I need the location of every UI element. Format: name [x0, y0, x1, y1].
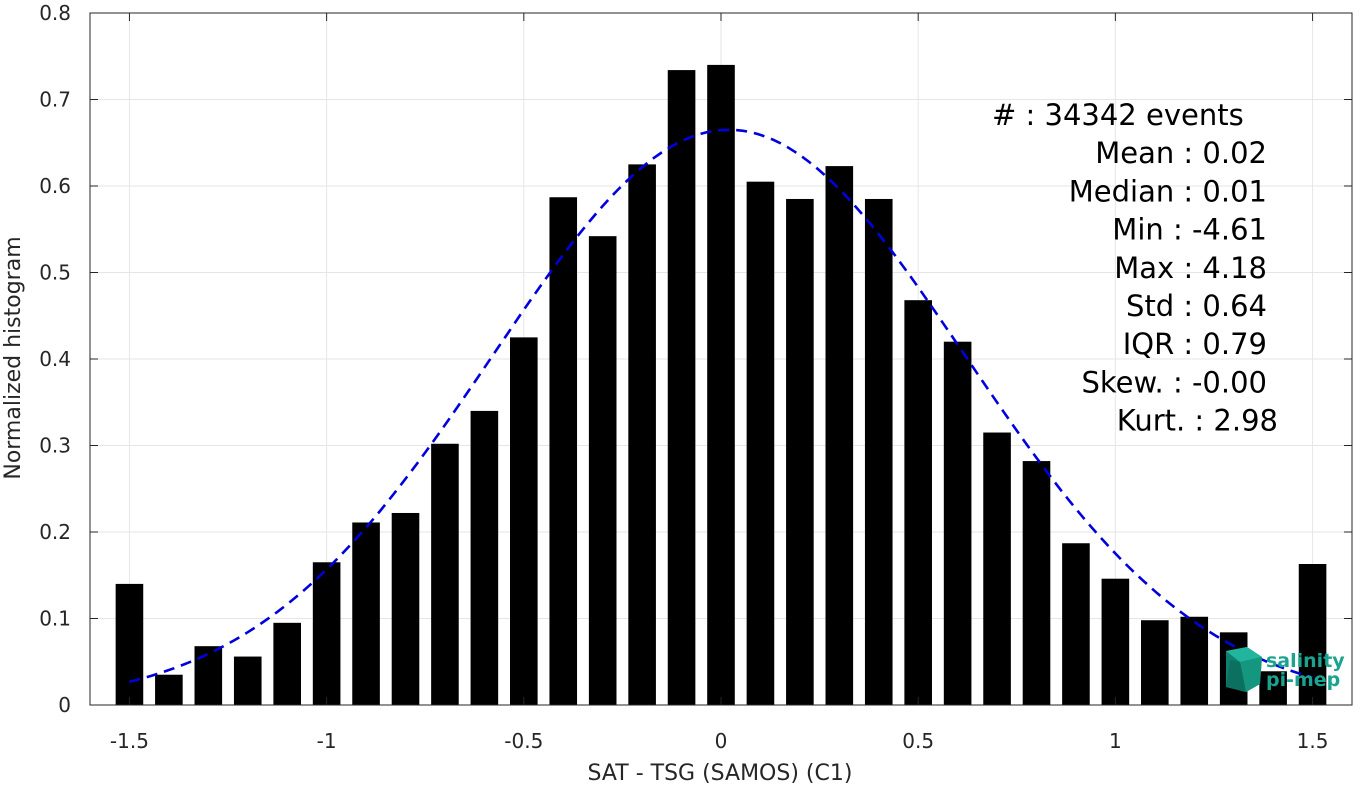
histogram-bar	[786, 198, 814, 705]
y-axis-label: Normalized histogram	[1, 236, 26, 479]
y-tick-label: 0.2	[39, 520, 71, 544]
y-tick-label: 0.6	[39, 174, 71, 198]
histogram-bar	[667, 70, 696, 706]
stats-row: IQR : 0.79	[1123, 327, 1267, 361]
histogram-bar	[588, 236, 617, 706]
histogram-bar	[194, 646, 223, 705]
normal-fit-curve	[129, 128, 1313, 684]
histogram-bar	[273, 622, 301, 705]
histogram-bar	[312, 562, 341, 705]
histogram-bar	[746, 181, 775, 706]
x-tick-label: 1.5	[1297, 729, 1329, 753]
stats-row: Kurt. : 2.98	[1117, 404, 1278, 438]
histogram-bar	[510, 337, 538, 705]
histogram-bar	[1298, 564, 1327, 705]
histogram-bar	[707, 64, 735, 705]
histogram-bar	[904, 300, 932, 705]
y-tick-label: 0.7	[39, 88, 71, 112]
histogram-bar	[825, 166, 854, 706]
stats-row: Std : 0.64	[1126, 289, 1267, 323]
x-tick-label: 0.5	[902, 729, 934, 753]
histogram-bar	[391, 512, 420, 705]
histogram-bar	[470, 410, 499, 705]
x-tick-label: -1.5	[110, 729, 149, 753]
histogram-bar	[1062, 543, 1090, 705]
x-tick-label: -0.5	[504, 729, 543, 753]
stats-row: Median : 0.01	[1069, 174, 1267, 208]
x-axis-label: SAT - TSG (SAMOS) (C1)	[588, 761, 853, 785]
y-tick-labels: 0 0.1 0.2 0.3 0.4 0.5 0.6 0.7 0.8	[39, 1, 71, 717]
histogram-bar	[549, 197, 578, 705]
histogram-bar	[352, 522, 380, 705]
x-tick-label: 1	[1109, 729, 1122, 753]
histogram-bars	[115, 64, 1327, 706]
histogram-bar	[943, 341, 972, 705]
histogram-bar	[233, 656, 262, 705]
x-tick-label: 0	[715, 729, 728, 753]
histogram-bar	[864, 198, 893, 705]
y-tick-label: 0	[58, 693, 71, 717]
stats-row: # : 34342 events	[992, 98, 1244, 132]
stats-row: Mean : 0.02	[1095, 136, 1267, 170]
logo-line-2: pi-mep	[1266, 669, 1340, 691]
stats-row: Min : -4.61	[1112, 213, 1267, 247]
y-tick-label: 0.1	[39, 607, 71, 631]
histogram-bar	[431, 443, 459, 705]
stats-row: Skew. : -0.00	[1081, 365, 1267, 399]
histogram-bar	[1180, 616, 1209, 705]
y-tick-label: 0.4	[39, 347, 71, 371]
histogram-bar	[115, 583, 144, 705]
y-tick-label: 0.8	[39, 1, 71, 25]
salinity-pimep-logo: salinity pi-mep	[1226, 647, 1345, 692]
stats-box: # : 34342 events Mean : 0.02 Median : 0.01…	[992, 98, 1278, 438]
histogram-bar	[155, 674, 183, 705]
histogram-bar	[1141, 620, 1169, 705]
histogram-bar	[1101, 578, 1130, 705]
histogram-bar	[1022, 461, 1051, 705]
y-tick-label: 0.3	[39, 434, 71, 458]
stats-row: Max : 4.18	[1114, 251, 1267, 285]
plot-axes	[89, 12, 1353, 706]
histogram-bar	[628, 164, 656, 705]
cube-logo-icon	[1226, 647, 1262, 692]
x-tick-label: -1	[317, 729, 337, 753]
histogram-bar	[983, 432, 1011, 705]
x-tick-labels: -1.5 -1 -0.5 0 0.5 1 1.5	[110, 729, 1329, 753]
y-tick-label: 0.5	[39, 261, 71, 285]
logo-line-1: salinity	[1266, 650, 1345, 672]
histogram-bar	[1259, 671, 1287, 705]
